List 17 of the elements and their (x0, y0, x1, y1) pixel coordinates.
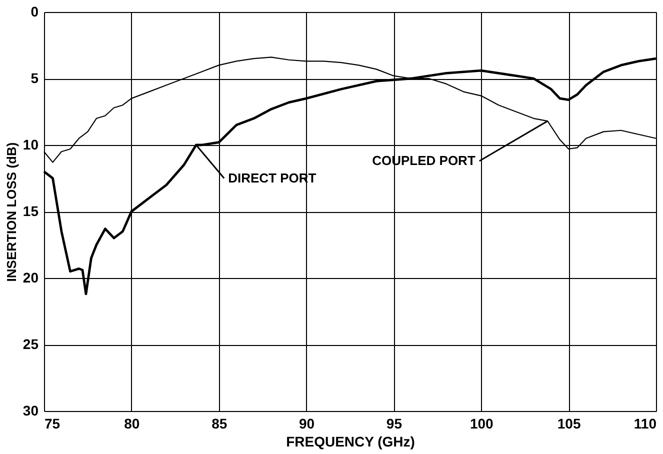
y-tick-label: 0 (30, 4, 39, 20)
y-tick-label: 30 (22, 402, 39, 418)
y-tick-label: 5 (30, 70, 39, 86)
x-axis-title: FREQUENCY (GHz) (286, 434, 415, 450)
y-tick-label: 25 (22, 336, 39, 352)
x-tick-label: 110 (634, 416, 657, 432)
y-tick-label: 20 (22, 270, 39, 286)
x-tick-label: 90 (298, 416, 315, 432)
x-tick-label: 100 (470, 416, 494, 432)
x-tick-label: 105 (557, 416, 581, 432)
y-axis-title: INSERTION LOSS (dB) (4, 142, 19, 282)
x-tick-label: 75 (44, 416, 60, 432)
x-tick-label: 85 (212, 416, 228, 432)
y-tick-label: 10 (22, 136, 39, 152)
x-tick-label: 80 (124, 416, 140, 432)
x-tick-label: 95 (386, 416, 402, 432)
y-tick-label: 15 (22, 203, 39, 219)
